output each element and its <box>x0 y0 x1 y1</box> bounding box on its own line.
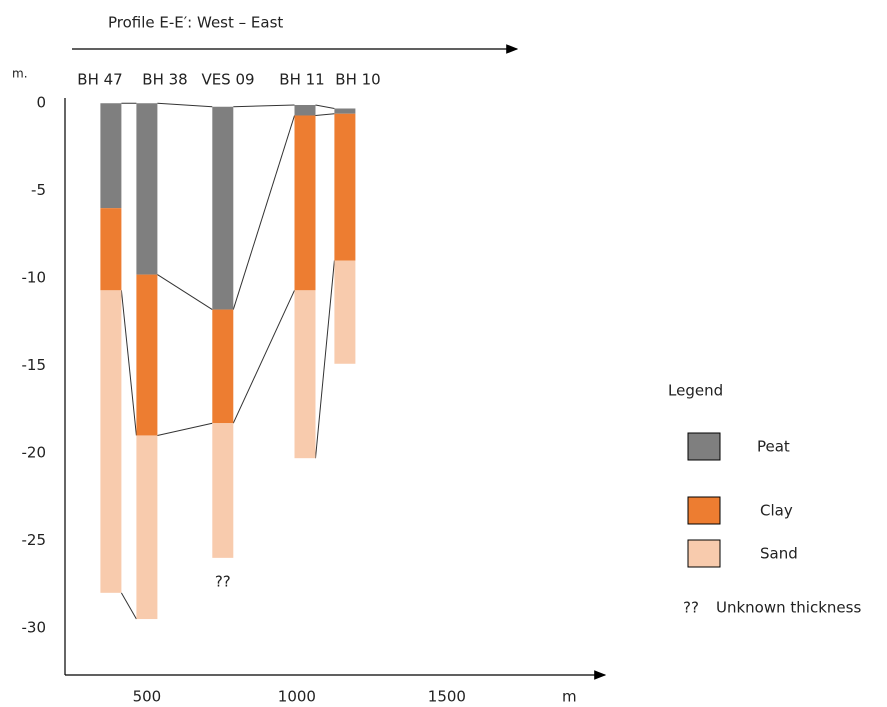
layer <box>136 435 158 620</box>
correlation-line <box>232 290 295 424</box>
correlation-line <box>315 113 335 116</box>
layer <box>100 290 122 593</box>
layer <box>334 260 356 364</box>
layer <box>334 113 356 261</box>
y-tick-label: -15 <box>22 356 47 374</box>
borehole-name: BH 38 <box>142 71 187 89</box>
legend-title: Legend <box>668 382 723 400</box>
correlation-line <box>315 104 335 109</box>
note-symbol: ?? <box>683 599 699 617</box>
legend-swatch <box>687 432 721 461</box>
layer <box>212 309 234 424</box>
legend-swatch <box>687 539 721 568</box>
layer <box>212 106 234 310</box>
borehole-name: BH 11 <box>279 71 324 89</box>
layer <box>294 290 316 459</box>
correlation-line <box>232 115 295 310</box>
correlation-line <box>233 104 295 108</box>
layer <box>100 103 122 209</box>
y-tick-label: -20 <box>22 443 47 461</box>
legend-label: Sand <box>760 545 798 563</box>
borehole-name: BH 47 <box>77 71 122 89</box>
chart-title: Profile E-E′: West – East <box>108 14 283 32</box>
legend-label: Peat <box>757 438 790 456</box>
x-axis-label: m <box>562 688 577 706</box>
correlation-line <box>315 260 335 459</box>
layer <box>136 103 158 275</box>
y-tick-label: -30 <box>22 618 47 636</box>
y-tick-label: 0 <box>36 94 46 112</box>
layer <box>334 108 356 114</box>
x-tick-label: 500 <box>133 688 162 706</box>
y-tick-label: -10 <box>22 269 47 287</box>
y-tick-label: -25 <box>22 531 47 549</box>
legend-label: Clay <box>760 502 793 520</box>
borehole-name: BH 10 <box>335 71 380 89</box>
correlation-line <box>120 592 137 620</box>
layer <box>294 115 316 291</box>
unknown-thickness-mark: ?? <box>215 572 231 590</box>
legend-swatch <box>687 496 721 525</box>
correlation-line <box>157 422 213 436</box>
layer <box>100 208 122 291</box>
y-tick-label: -5 <box>31 181 46 199</box>
correlation-line <box>157 102 213 108</box>
layer <box>294 104 316 116</box>
layer <box>212 423 234 558</box>
x-tick-label: 1000 <box>278 688 316 706</box>
y-axis-label: m. <box>12 67 28 81</box>
borehole-name: VES 09 <box>201 71 254 89</box>
correlation-line <box>157 274 213 310</box>
note-text: Unknown thickness <box>716 599 861 617</box>
x-tick-label: 1500 <box>428 688 466 706</box>
layer <box>136 274 158 436</box>
correlation-line <box>120 290 137 436</box>
